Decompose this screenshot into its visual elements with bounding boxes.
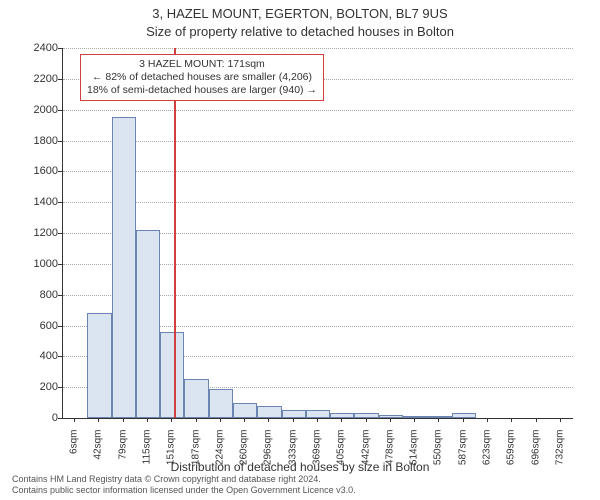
y-tick-label: 1400 <box>30 196 58 208</box>
x-tick-label: 79sqm <box>117 430 128 480</box>
histogram-bar <box>209 389 233 418</box>
y-tick-label: 200 <box>30 381 58 393</box>
x-tick-label: 478sqm <box>384 430 395 480</box>
chart-subtitle: Size of property relative to detached ho… <box>0 24 600 39</box>
y-tick-label: 1800 <box>30 135 58 147</box>
histogram-bar <box>306 410 330 418</box>
x-tick-label: 550sqm <box>433 430 444 480</box>
plot-area <box>62 48 573 419</box>
histogram-bar <box>379 415 403 418</box>
y-tick-label: 600 <box>30 320 58 332</box>
x-tick-label: 187sqm <box>190 430 201 480</box>
x-tick-label: 260sqm <box>239 430 250 480</box>
y-tick-label: 1600 <box>30 165 58 177</box>
histogram-bar <box>427 416 451 418</box>
x-tick-label: 151sqm <box>166 430 177 480</box>
x-tick-label: 369sqm <box>312 430 323 480</box>
histogram-bar <box>87 313 111 418</box>
x-tick-label: 296sqm <box>263 430 274 480</box>
footer-line2: Contains public sector information licen… <box>12 485 356 496</box>
histogram-bar <box>282 410 306 418</box>
x-tick-label: 333sqm <box>287 430 298 480</box>
x-tick-label: 696sqm <box>530 430 541 480</box>
x-tick-label: 115sqm <box>142 430 153 480</box>
footer-line1: Contains HM Land Registry data © Crown c… <box>12 474 356 485</box>
y-tick-label: 800 <box>30 289 58 301</box>
x-tick-label: 514sqm <box>409 430 420 480</box>
x-tick-label: 732sqm <box>554 430 565 480</box>
histogram-bar <box>160 332 184 418</box>
y-tick-label: 2400 <box>30 42 58 54</box>
x-tick-label: 587sqm <box>457 430 468 480</box>
histogram-bar <box>452 413 476 418</box>
annotation-box: 3 HAZEL MOUNT: 171sqm← 82% of detached h… <box>80 54 324 101</box>
x-tick-label: 623sqm <box>482 430 493 480</box>
histogram-bar <box>403 416 427 418</box>
histogram-bar <box>233 403 257 418</box>
histogram-bar <box>136 230 160 418</box>
y-tick-label: 1200 <box>30 227 58 239</box>
histogram-bar <box>257 406 281 418</box>
x-tick-label: 224sqm <box>214 430 225 480</box>
x-tick-label: 659sqm <box>506 430 517 480</box>
x-tick-label: 442sqm <box>360 430 371 480</box>
chart-title: 3, HAZEL MOUNT, EGERTON, BOLTON, BL7 9US <box>0 6 600 21</box>
x-tick-label: 405sqm <box>336 430 347 480</box>
annotation-line2: ← 82% of detached houses are smaller (4,… <box>87 71 317 84</box>
y-tick-label: 2000 <box>30 104 58 116</box>
footer-attribution: Contains HM Land Registry data © Crown c… <box>12 474 356 496</box>
chart-container: 3, HAZEL MOUNT, EGERTON, BOLTON, BL7 9US… <box>0 0 600 500</box>
y-tick-label: 0 <box>30 412 58 424</box>
y-tick-label: 400 <box>30 350 58 362</box>
histogram-bar <box>354 413 378 418</box>
y-tick-label: 2200 <box>30 73 58 85</box>
annotation-line3: 18% of semi-detached houses are larger (… <box>87 84 317 97</box>
annotation-line1: 3 HAZEL MOUNT: 171sqm <box>87 58 317 71</box>
x-tick-label: 42sqm <box>93 430 104 480</box>
histogram-bar <box>184 379 208 418</box>
marker-line <box>174 48 176 418</box>
x-tick-label: 6sqm <box>69 430 80 480</box>
histogram-bar <box>112 117 136 418</box>
histogram-bar <box>330 413 354 418</box>
y-tick-label: 1000 <box>30 258 58 270</box>
